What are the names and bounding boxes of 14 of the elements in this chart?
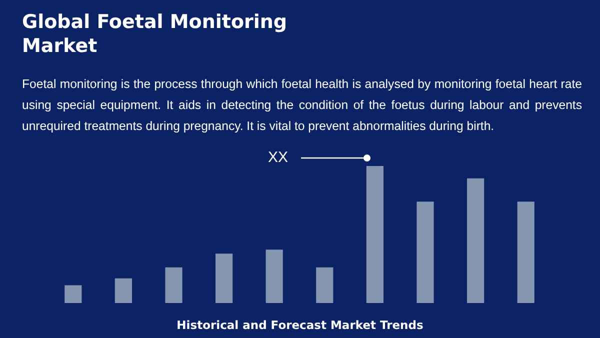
bar: [114, 278, 132, 303]
bar: [64, 285, 82, 303]
bar: [165, 267, 182, 303]
bar: [366, 166, 384, 303]
bar: [316, 267, 334, 303]
bar: [266, 250, 283, 303]
chart-subtitle: Foetal monitoring is the process through which foetal health is analysed by monitoring foetal heart rate using special equipment. It aids in detecting the condition of the foetus during labour and prevents unrequired treatments during pregnancy. It is vital to prevent abnormalities during birth.: [22, 76, 582, 135]
bar: [216, 254, 233, 303]
bar: [517, 202, 534, 303]
chart-title: Global Foetal Monitoring Market: [22, 10, 288, 58]
x-axis-title: Historical and Forecast Market Trends: [176, 318, 424, 332]
bar: [416, 202, 434, 303]
annotation: XX: [268, 149, 288, 166]
bar: [467, 178, 484, 303]
